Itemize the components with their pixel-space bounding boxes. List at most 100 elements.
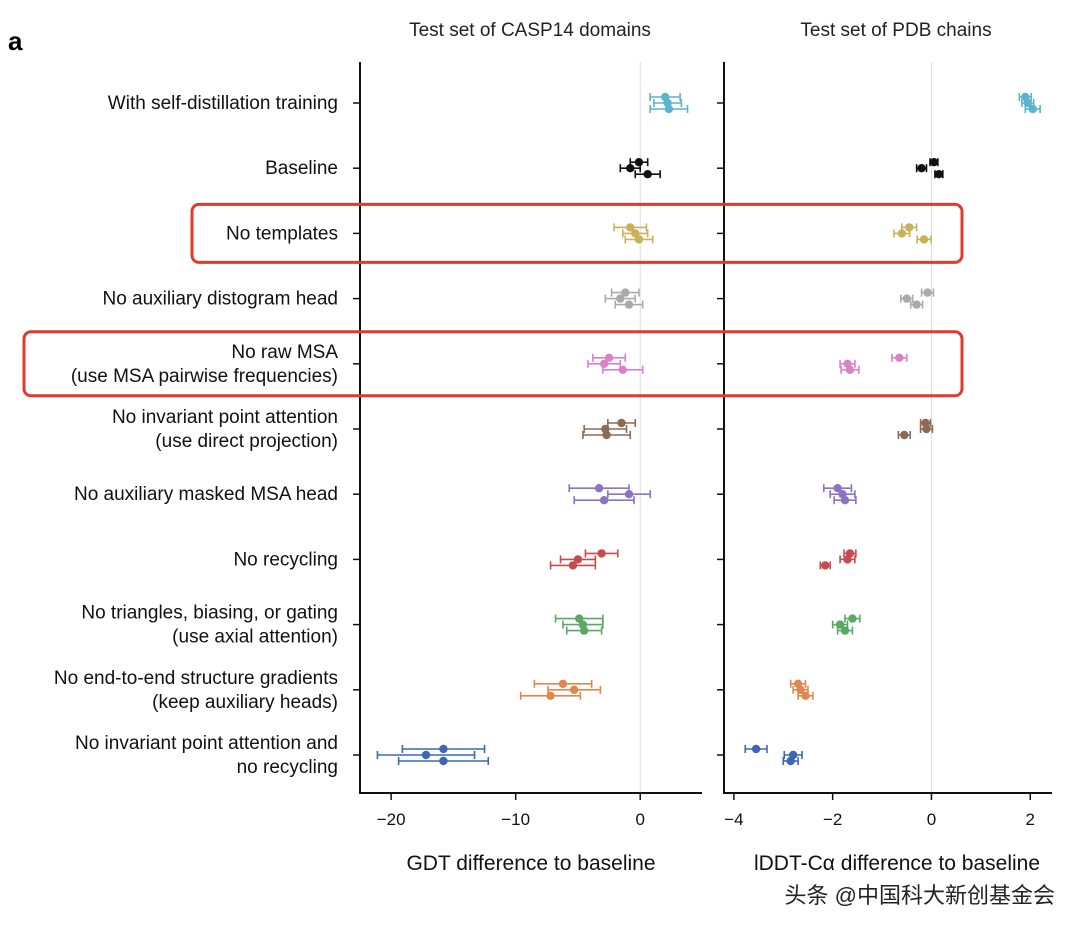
data-point-gdt	[549, 561, 597, 570]
data-point-lddt	[919, 424, 934, 434]
marker	[840, 626, 850, 635]
marker	[801, 691, 810, 700]
marker	[905, 223, 914, 232]
marker	[421, 750, 431, 760]
row-label: No end-to-end structure gradients	[54, 668, 338, 689]
data-point-gdt	[568, 484, 630, 493]
data-point-gdt	[582, 430, 632, 440]
marker	[626, 223, 635, 232]
row-label: No triangles, biasing, or gating	[81, 603, 338, 624]
data-point-gdt	[613, 223, 648, 232]
marker	[624, 490, 634, 499]
data-point-gdt	[573, 496, 635, 505]
row-label: No auxiliary masked MSA head	[74, 484, 338, 505]
x-tick-label-gdt: −20	[377, 810, 406, 829]
marker	[602, 430, 611, 440]
marker	[599, 496, 609, 505]
data-point-gdt	[401, 744, 486, 754]
data-point-gdt	[533, 679, 593, 688]
data-point-gdt	[621, 229, 649, 238]
marker	[821, 561, 830, 570]
row-label: (use axial attention)	[172, 627, 338, 648]
marker	[900, 430, 909, 440]
marker	[621, 288, 630, 297]
marker	[634, 235, 644, 244]
data-point-lddt	[891, 353, 908, 362]
data-point-lddt	[840, 365, 860, 374]
marker	[902, 294, 911, 303]
marker	[594, 484, 604, 493]
row-label: (use MSA pairwise frequencies)	[71, 366, 338, 387]
data-point-lddt	[916, 235, 932, 244]
data-point-lddt	[844, 614, 861, 623]
marker	[570, 685, 579, 694]
marker	[843, 555, 852, 564]
data-point-lddt	[909, 300, 924, 309]
data-point-lddt	[822, 484, 853, 493]
marker	[618, 365, 627, 374]
row-labels: With self-distillation training Baseline N…	[54, 93, 338, 778]
data-point-gdt	[547, 685, 602, 694]
data-point-gdt	[629, 158, 649, 167]
marker	[848, 614, 857, 623]
data-point-lddt	[929, 158, 939, 167]
data-point-gdt	[602, 365, 644, 374]
marker	[895, 353, 904, 362]
row-label: Baseline	[265, 158, 338, 179]
marker	[1028, 104, 1037, 114]
row-label: No invariant point attention	[112, 407, 338, 428]
row-label: (use direct projection)	[155, 431, 338, 452]
panel-title-pdb: Test set of PDB chains	[800, 20, 991, 41]
marker	[568, 561, 578, 570]
data-point-gdt	[376, 750, 476, 760]
data-point-lddt	[744, 744, 768, 754]
highlight-box	[190, 202, 964, 264]
marker	[934, 170, 944, 179]
marker	[558, 679, 568, 688]
marker	[617, 418, 626, 428]
marker	[643, 170, 652, 179]
x-tick-label-gdt: −10	[501, 810, 530, 829]
data-point-lddt	[819, 561, 831, 570]
panel-gdt: −20 −10 0	[353, 62, 702, 829]
data-point-lddt	[915, 164, 928, 173]
data-point-gdt	[592, 353, 627, 362]
marker	[845, 365, 855, 374]
row-label: No recycling	[233, 549, 338, 570]
x-tick-label-gdt: 0	[635, 810, 644, 829]
marker	[912, 300, 921, 309]
panel-letter: a	[8, 26, 23, 56]
marker	[573, 555, 583, 564]
data-point-gdt	[649, 104, 689, 114]
data-point-gdt	[607, 418, 637, 428]
x-tick-label-lddt: −2	[823, 810, 842, 829]
x-tick-label-lddt: 2	[1026, 810, 1035, 829]
panel-title-casp14: Test set of CASP14 domains	[409, 20, 651, 41]
marker	[917, 164, 926, 173]
marker	[626, 164, 635, 173]
data-point-gdt	[610, 288, 640, 297]
marker	[439, 756, 448, 766]
data-point-gdt	[634, 170, 661, 179]
marker	[599, 359, 609, 368]
data-point-lddt	[1024, 104, 1041, 114]
row-label: With self-distillation training	[108, 93, 338, 114]
marker	[840, 496, 850, 505]
x-axis-label-gdt: GDT difference to baseline	[406, 852, 655, 875]
data-point-gdt	[584, 549, 619, 558]
marker	[574, 614, 584, 623]
x-tick-label-lddt: −4	[724, 810, 743, 829]
plots: −20 −10 0 −4 −2 0 2	[353, 62, 1052, 829]
data-point-gdt	[624, 235, 654, 244]
data-point-gdt	[397, 756, 490, 766]
row-label: no recycling	[237, 757, 338, 778]
x-axis-label-lddt: lDDT-Cα difference to baseline	[754, 852, 1040, 875]
row-label: No invariant point attention and	[75, 733, 338, 754]
data-point-lddt	[839, 555, 856, 564]
marker	[624, 300, 634, 309]
data-point-lddt	[893, 229, 911, 238]
marker	[634, 158, 644, 167]
row-label: No raw MSA	[231, 342, 338, 363]
data-point-lddt	[901, 223, 918, 232]
